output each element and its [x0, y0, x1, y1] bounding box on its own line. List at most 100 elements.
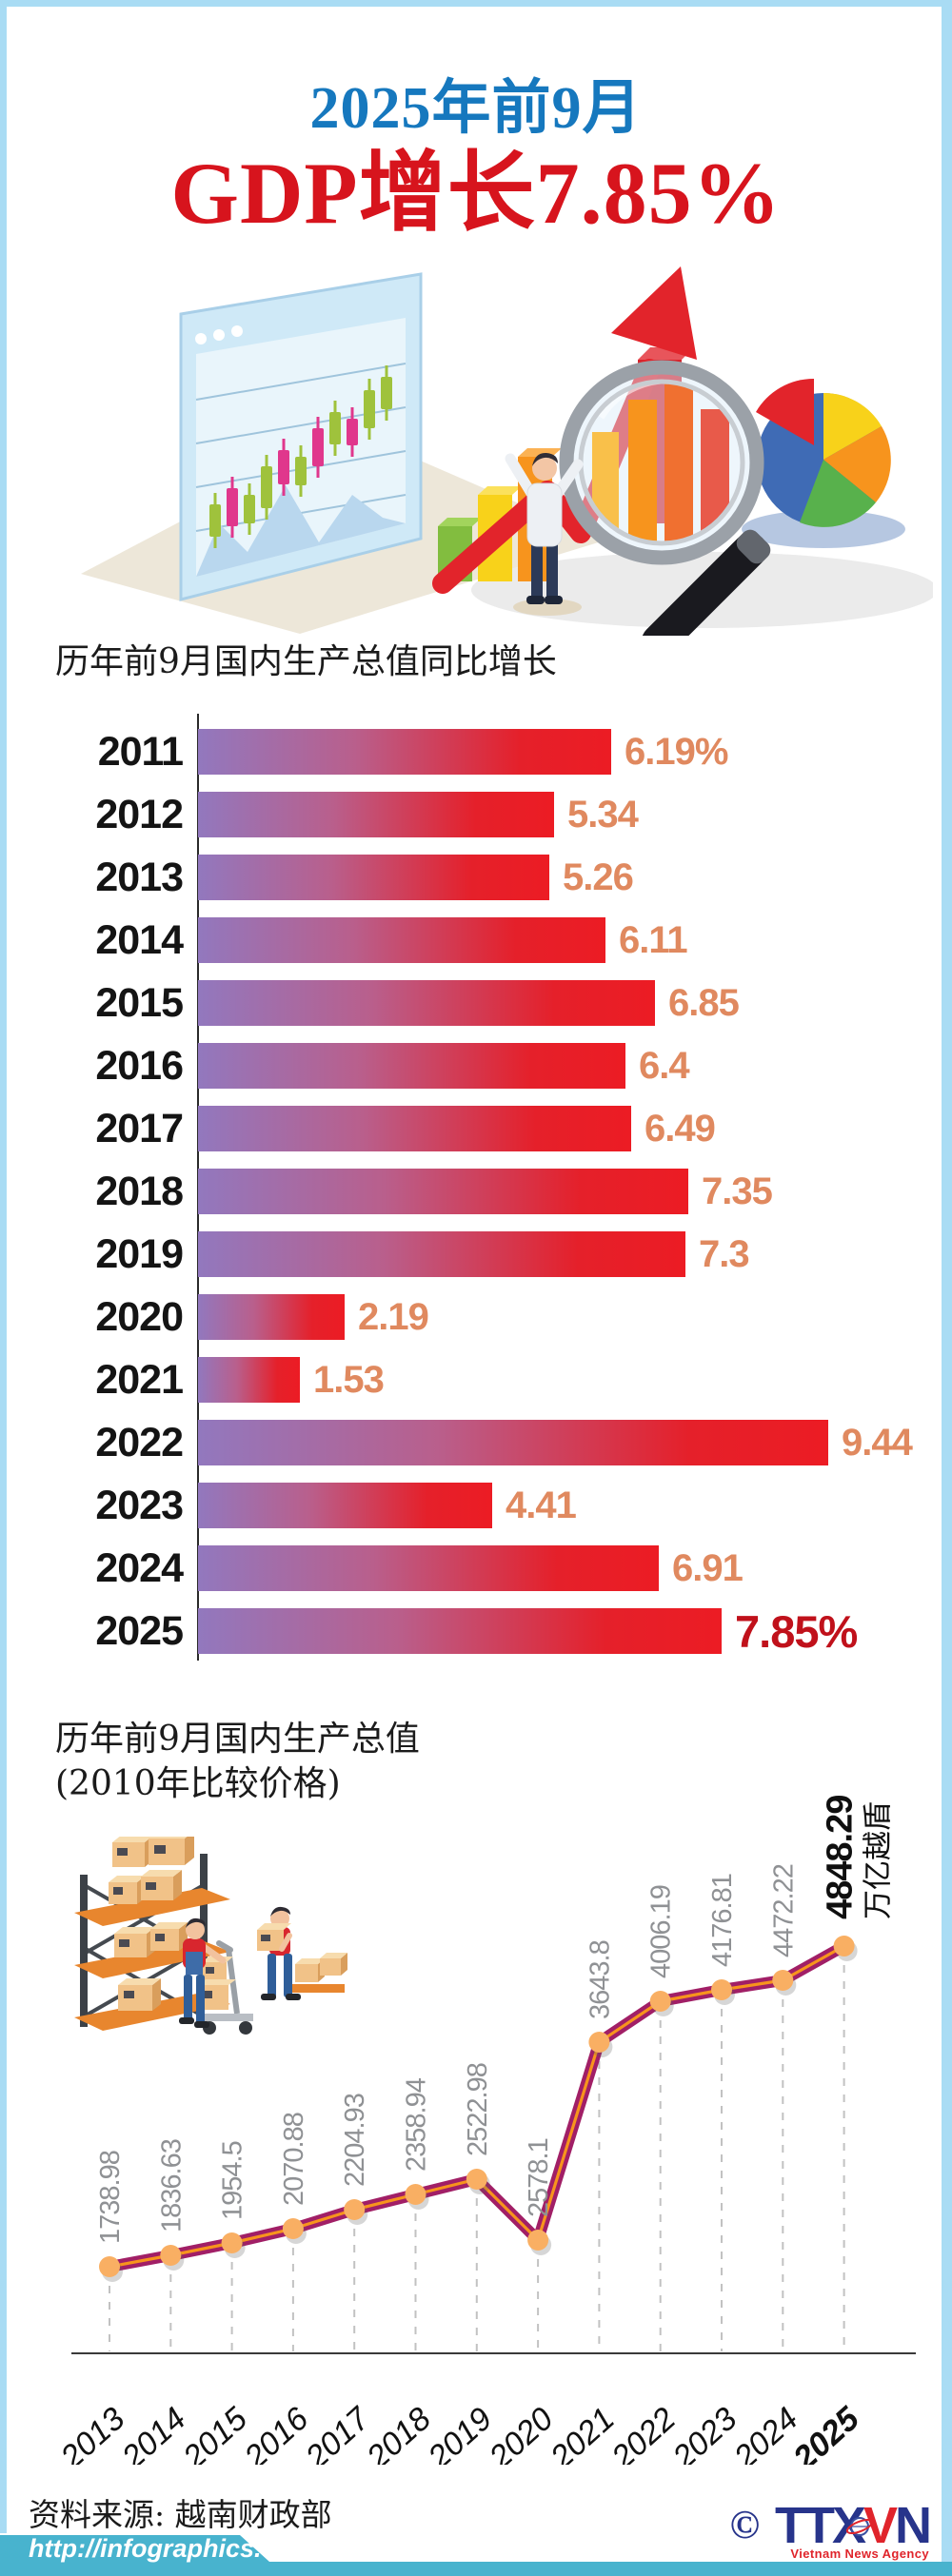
bar-row: 2012 5.34 [0, 783, 952, 846]
bar-value-label: 4.41 [506, 1484, 577, 1526]
data-point [405, 2184, 426, 2205]
bar-year-label: 2019 [95, 1230, 184, 1277]
headline-subtitle: 2025年前9月 [309, 76, 643, 141]
bar-row: 2021 1.53 [0, 1348, 952, 1411]
bar-chart: 2011 6.19% 2012 5.34 2013 5.26 2014 6.11 2015 6.8… [0, 720, 952, 1662]
bar-year-label: 2014 [95, 916, 184, 963]
bar [198, 729, 611, 775]
data-point [344, 2199, 366, 2220]
point-value-label: 2522.98 [463, 2063, 493, 2156]
copyright-icon: © [729, 2504, 760, 2547]
bar-row: 2013 5.26 [0, 846, 952, 909]
bar [198, 792, 554, 837]
bar [198, 1106, 631, 1151]
bar [198, 980, 655, 1026]
bar-year-label: 2018 [95, 1168, 184, 1214]
logo-n: N [895, 2497, 932, 2554]
bar-row: 2025 7.85% [0, 1600, 952, 1662]
warehouse-logistics-illustration [74, 1837, 347, 2035]
worker-carrying-box [257, 1906, 301, 2000]
bar-year-label: 2024 [95, 1544, 184, 1591]
bar [198, 1420, 828, 1465]
bar-row: 2015 6.85 [0, 972, 952, 1034]
bar [198, 1357, 300, 1403]
bar-value-label: 7.85% [735, 1605, 858, 1657]
bar-year-label: 2017 [95, 1105, 184, 1151]
data-point [99, 2256, 120, 2277]
bar-value-label: 6.19% [625, 730, 728, 773]
bar-value-label: 5.34 [567, 793, 639, 836]
bar [198, 1294, 345, 1340]
bar-row: 2011 6.19% [0, 720, 952, 783]
bar-row: 2019 7.3 [0, 1223, 952, 1286]
point-value-label: 2358.94 [402, 2077, 432, 2172]
bar-year-label: 2023 [95, 1482, 184, 1528]
bar-year-label: 2011 [97, 728, 184, 775]
bar-row: 2024 6.91 [0, 1537, 952, 1600]
point-value-label: 4472.22 [768, 1864, 799, 1957]
data-point [527, 2230, 549, 2251]
bar-year-label: 2015 [95, 979, 184, 1026]
bar-year-label: 2025 [95, 1607, 184, 1654]
data-point [772, 1970, 794, 1991]
point-value-label-highlight: 4848.29 [821, 1796, 861, 1919]
point-value-label: 4176.81 [707, 1874, 738, 1967]
bar-value-label: 9.44 [842, 1421, 913, 1464]
point-value-label: 2204.93 [340, 2094, 370, 2187]
line-chart-title-line2: (2010年比较价格) [55, 1764, 341, 1803]
frame-border-right [942, 0, 952, 2562]
point-value-label: 2578.1 [524, 2138, 554, 2217]
bar-row: 2020 2.19 [0, 1286, 952, 1348]
bar-value-label: 6.11 [619, 918, 688, 961]
footer-band [0, 2535, 952, 2576]
point-value-label: 1836.63 [156, 2139, 187, 2232]
source-note: 资料来源: 越南财政部 [29, 2496, 332, 2533]
bar-value-label: 6.91 [672, 1546, 744, 1589]
bar-row: 2017 6.49 [0, 1097, 952, 1160]
hero-charts-analysis-illustration [81, 266, 933, 636]
unit-label: 万亿越盾 [862, 1801, 895, 1919]
data-point [221, 2232, 243, 2253]
data-point [833, 1936, 855, 1957]
bar-value-label: 7.3 [699, 1232, 750, 1275]
bar [198, 917, 605, 963]
bar-year-label: 2021 [95, 1356, 184, 1403]
person-analyst [505, 452, 584, 616]
line-chart-title: 历年前9月国内生产总值 (2010年比较价格) [55, 1717, 420, 1806]
ttxvn-logo: © TTX V N Vietnam News Agency [729, 2497, 932, 2561]
line-chart-title-line1: 历年前9月国内生产总值 [55, 1720, 420, 1759]
frame-border-top [0, 0, 952, 7]
bar-value-label: 6.4 [639, 1044, 690, 1087]
bar-value-label: 6.85 [668, 981, 740, 1024]
point-value-label: 1954.5 [218, 2141, 248, 2220]
data-point [466, 2169, 487, 2190]
bar-row: 2016 6.4 [0, 1034, 952, 1097]
bar [198, 1483, 492, 1528]
worker-hand-truck [179, 1917, 253, 2035]
point-value-label: 3643.8 [585, 1940, 615, 2019]
bar [198, 855, 549, 900]
bar-value-label: 7.35 [702, 1170, 773, 1212]
line-chart: 1738.98 1836.63 1954.5 2070.88 2204.93 2358.9… [53, 1796, 916, 2465]
candlesticks [209, 365, 392, 548]
point-value-label: 4006.19 [646, 1885, 677, 1978]
data-point [282, 2218, 304, 2239]
bar [198, 1608, 722, 1654]
data-point [649, 1991, 671, 2012]
headline-title: GDP增长7.85% [170, 145, 782, 242]
pie-chart [742, 378, 905, 548]
website-url: http://infographics.vn [29, 2534, 291, 2563]
bar-value-label: 5.26 [563, 855, 634, 898]
bar-value-label: 2.19 [358, 1295, 429, 1338]
bar [198, 1545, 659, 1591]
globe-icon [845, 2517, 874, 2536]
bar-value-label: 6.49 [645, 1107, 716, 1150]
data-point [711, 1979, 732, 2000]
bar [198, 1169, 688, 1214]
bar-year-label: 2013 [95, 854, 184, 900]
bar-year-label: 2016 [95, 1042, 184, 1089]
bar-row: 2018 7.35 [0, 1160, 952, 1223]
bar-value-label: 1.53 [313, 1358, 385, 1401]
data-point [160, 2245, 182, 2266]
